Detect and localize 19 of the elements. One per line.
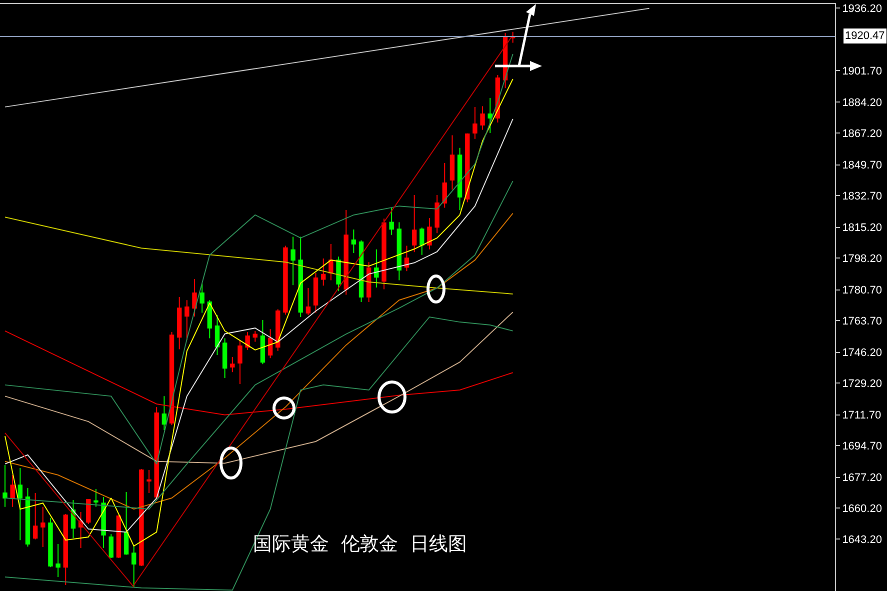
y-tick-label: 1763.70 [842, 315, 882, 328]
y-tick-label: 1677.20 [842, 472, 882, 484]
y-tick-label: 1832.70 [842, 190, 882, 202]
y-tick-label: 1746.20 [842, 347, 882, 360]
y-tick-label: 1694.70 [842, 440, 882, 452]
y-tick-label: 1798.20 [842, 252, 882, 265]
ref-line-label: 1920.47 [845, 30, 885, 42]
y-tick-label: 1901.70 [842, 65, 882, 78]
y-tick-label: 1815.20 [842, 222, 882, 234]
y-tick-label: 1711.70 [842, 410, 882, 422]
y-tick-label: 1643.20 [842, 534, 882, 546]
y-tick-label: 1849.70 [842, 160, 882, 172]
y-tick-label: 1780.70 [842, 284, 882, 297]
y-tick-label: 1729.20 [842, 378, 882, 390]
y-tick-label: 1660.20 [842, 503, 882, 516]
y-tick-label: 1936.20 [842, 2, 882, 15]
y-tick-label: 1884.20 [842, 97, 882, 110]
y-tick-label: 1867.20 [842, 128, 882, 140]
text: 国际黄金 伦敦金 日线图 [253, 532, 468, 555]
